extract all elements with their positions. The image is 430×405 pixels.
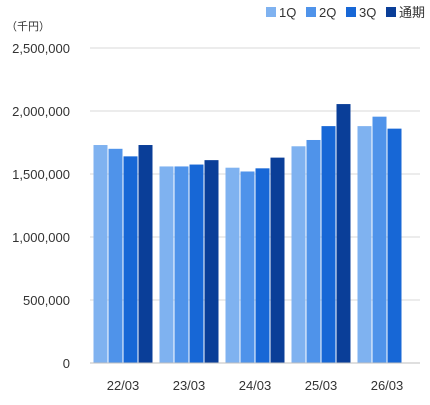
- bar-24-03-1: [240, 171, 255, 363]
- y-tick-label: 1,000,000: [12, 230, 70, 245]
- x-tick-label: 24/03: [239, 378, 272, 393]
- x-tick-label: 22/03: [107, 378, 140, 393]
- bar-22-03-0: [93, 145, 108, 363]
- axes: 0 500,000 1,000,000 1,500,000 2,000,000 2,500…: [12, 41, 420, 393]
- bar-26-03-2: [387, 128, 402, 363]
- bars: [93, 104, 402, 364]
- bar-22-03-3: [138, 145, 153, 363]
- legend-swatch-0: [266, 7, 276, 17]
- bar-26-03-1: [372, 116, 387, 363]
- legend-label-3: 通期: [399, 5, 425, 20]
- y-tick-label: 500,000: [23, 293, 70, 308]
- bar-24-03-2: [255, 168, 270, 363]
- legend-swatch-2: [346, 7, 356, 17]
- y-tick-label: 2,000,000: [12, 104, 70, 119]
- bar-25-03-3: [336, 104, 351, 363]
- x-tick-label: 23/03: [173, 378, 206, 393]
- bar-25-03-1: [306, 139, 321, 363]
- legend-swatch-1: [306, 7, 316, 17]
- legend-swatch-3: [386, 7, 396, 17]
- bar-25-03-0: [291, 146, 306, 363]
- y-tick-label: 0: [63, 356, 70, 371]
- bar-23-03-3: [204, 160, 219, 363]
- bar-22-03-2: [123, 156, 138, 363]
- unit-label: （千円）: [6, 20, 50, 33]
- bar-26-03-0: [357, 126, 372, 364]
- bar-23-03-1: [174, 166, 189, 363]
- bar-25-03-2: [321, 126, 336, 364]
- legend-label-2: 3Q: [359, 5, 376, 20]
- y-tick-label: 1,500,000: [12, 167, 70, 182]
- x-tick-label: 25/03: [305, 378, 338, 393]
- legend-label-1: 2Q: [319, 5, 336, 20]
- bar-23-03-2: [189, 164, 204, 363]
- x-tick-label: 26/03: [371, 378, 404, 393]
- legend-label-0: 1Q: [279, 5, 296, 20]
- bar-22-03-1: [108, 148, 123, 363]
- bar-23-03-0: [159, 166, 174, 363]
- bar-24-03-0: [225, 167, 240, 363]
- legend: 1Q 2Q 3Q 通期: [266, 5, 425, 20]
- bar-24-03-3: [270, 157, 285, 363]
- y-tick-label: 2,500,000: [12, 41, 70, 56]
